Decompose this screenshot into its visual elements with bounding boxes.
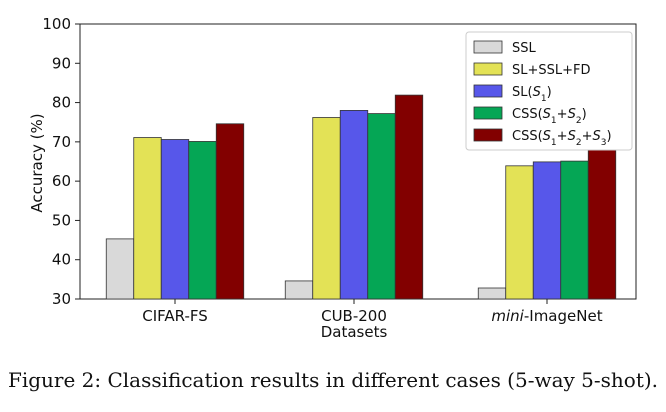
legend-swatch xyxy=(473,128,503,142)
bar xyxy=(284,280,314,300)
legend-box xyxy=(465,31,633,151)
y-tick-label: 40 xyxy=(52,251,71,269)
bar xyxy=(215,123,245,300)
legend-swatch xyxy=(473,40,503,54)
x-tick-label: CUB-200 xyxy=(321,307,387,325)
legend-swatch xyxy=(473,106,503,120)
legend-label: SSL xyxy=(512,41,537,56)
x-tick-label: mini-ImageNet xyxy=(491,307,602,325)
bar xyxy=(532,161,562,300)
bar-chart: 30 40 50 60 70 80 90 100 CIFAR-FS CUB-200 mini-Im… xyxy=(28,15,637,341)
figure-caption: Figure 2: Classification results in diff… xyxy=(7,368,659,392)
y-tick-label: 30 xyxy=(52,290,71,308)
bars xyxy=(105,94,617,300)
y-tick-label: 60 xyxy=(52,172,71,190)
bar xyxy=(133,137,162,300)
bar xyxy=(505,165,534,300)
legend-swatch xyxy=(473,62,503,76)
y-tick-label: 100 xyxy=(42,15,71,33)
y-tick-label: 50 xyxy=(52,211,71,229)
y-axis: 30 40 50 60 70 80 90 100 xyxy=(42,15,80,308)
bar xyxy=(160,139,190,300)
bar xyxy=(587,149,617,300)
y-tick-label: 90 xyxy=(52,54,71,72)
x-axis: CIFAR-FS CUB-200 mini-ImageNet xyxy=(142,299,603,325)
y-tick-label: 70 xyxy=(52,133,71,151)
x-tick-label: CIFAR-FS xyxy=(142,307,208,325)
legend-label: CSS(S1+S2) xyxy=(512,107,587,126)
bar xyxy=(105,238,135,300)
y-tick-label: 80 xyxy=(52,94,71,112)
bar xyxy=(560,160,589,300)
bar xyxy=(394,94,424,300)
legend-label: SL+SSL+FD xyxy=(512,63,591,78)
x-axis-label: Datasets xyxy=(321,323,388,341)
bar xyxy=(477,287,507,300)
legend-label: CSS(S1+S2+S3) xyxy=(512,129,612,148)
bar xyxy=(188,141,217,300)
y-axis-label: Accuracy (%) xyxy=(28,113,46,212)
legend-label: SL(S1) xyxy=(512,85,552,104)
bar xyxy=(312,117,341,300)
bar xyxy=(367,113,396,300)
legend: SSL SL+SSL+FD SL(S1) CSS(S1+S2) CSS(S1+S2+S3… xyxy=(465,31,633,151)
legend-swatch xyxy=(473,84,503,98)
bar xyxy=(339,110,369,300)
